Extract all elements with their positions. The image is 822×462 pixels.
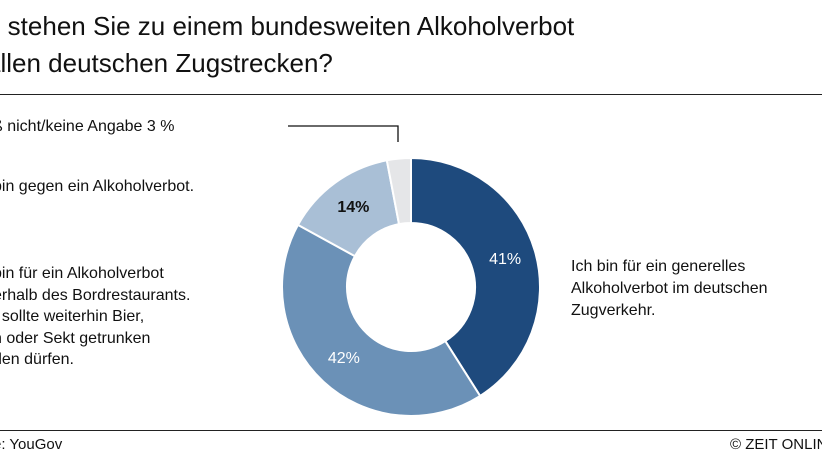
chart-title-line-2: allen deutschen Zugstrecken? bbox=[0, 48, 333, 78]
legend-label-line: den dürfen. bbox=[0, 351, 74, 368]
slice-general-ban bbox=[410, 156, 541, 398]
slice-value-label: 42% bbox=[328, 350, 360, 367]
noinfo-leader-line bbox=[288, 125, 399, 142]
legend-label-line: Ich bin für ein generelles bbox=[571, 258, 746, 275]
footer-divider bbox=[0, 430, 822, 431]
legend-label-line: erhalb des Bordrestaurants. bbox=[0, 286, 191, 304]
slice-value-label: 14% bbox=[337, 199, 369, 216]
legend-label-line: Zugverkehr. bbox=[571, 302, 656, 319]
legend-label-line: Alkoholverbot im deutschen bbox=[571, 280, 768, 297]
legend-label-general-ban: Ich bin für ein generelles Alkoholverbot… bbox=[571, 256, 768, 322]
legend-label-line: t sollte weiterhin Bier, bbox=[0, 308, 145, 325]
slice-value-label: 41% bbox=[489, 251, 521, 268]
legend-label-against-ban: bin gegen ein Alkoholverbot. bbox=[0, 176, 194, 198]
title-divider bbox=[0, 94, 822, 95]
legend-label-no-answer-line: ß nicht/keine Angabe 3 % bbox=[0, 118, 175, 135]
chart-title-line-1: e stehen Sie zu einem bundesweiten Alkoh… bbox=[0, 11, 575, 41]
slice-value-labels: 41% 42% 14% bbox=[328, 199, 521, 367]
source-note: e: YouGov bbox=[0, 436, 63, 453]
legend-label-against-ban-line: bin gegen ein Alkoholverbot. bbox=[0, 178, 195, 195]
legend-label-line: n oder Sekt getrunken bbox=[0, 329, 151, 347]
slice-ban-outside-restaurant bbox=[281, 223, 482, 417]
credit-note: © ZEIT ONLINE bbox=[730, 436, 822, 453]
chart-title: e stehen Sie zu einem bundesweiten Alkoh… bbox=[0, 8, 816, 82]
legend-label-ban-outside-restaurant: bin für ein Alkoholverbot erhalb des Bor… bbox=[0, 263, 190, 371]
legend-label-line: bin für ein Alkoholverbot bbox=[0, 265, 164, 282]
slice-no-answer bbox=[385, 156, 412, 226]
donut-slices bbox=[281, 156, 541, 417]
legend-label-no-answer: ß nicht/keine Angabe 3 % bbox=[0, 116, 174, 138]
